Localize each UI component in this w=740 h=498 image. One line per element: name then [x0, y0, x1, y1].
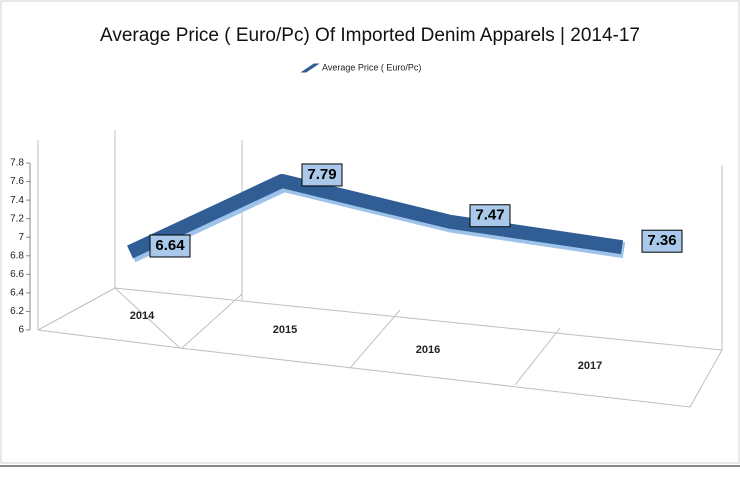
- data-label-text: 7.79: [307, 166, 336, 183]
- data-label-text: 7.47: [475, 207, 504, 224]
- data-label-box: [469, 204, 511, 228]
- x-tick-label: 2014: [130, 310, 155, 322]
- y-tick-label: 7.8: [10, 158, 24, 169]
- data-label-text: 7.36: [647, 232, 676, 249]
- chart-title: Average Price ( Euro/Pc) Of Imported Den…: [100, 25, 640, 46]
- y-tick-label: 6.4: [10, 288, 24, 299]
- data-label: 7.36: [641, 229, 683, 253]
- data-label-box: [301, 163, 343, 187]
- x-tick-label: 2015: [273, 324, 297, 336]
- y-tick-label: 6.2: [10, 306, 24, 317]
- y-tick-label: 7.2: [10, 213, 24, 224]
- y-tick-label: 6: [18, 325, 24, 336]
- ribbon: [127, 173, 624, 259]
- data-label: 7.47: [469, 204, 511, 228]
- data-label-text: 6.64: [155, 237, 185, 254]
- x-tick-label: 2017: [578, 360, 602, 372]
- y-tick-label: 7.6: [10, 176, 24, 187]
- data-label-box: [641, 229, 683, 253]
- data-label: 7.79: [301, 163, 343, 187]
- legend-swatch: [300, 63, 320, 73]
- y-tick-label: 6.6: [10, 269, 24, 280]
- legend-label: Average Price ( Euro/Pc): [322, 62, 421, 72]
- y-tick-label: 6.8: [10, 250, 24, 261]
- x-tick-label: 2016: [416, 344, 440, 356]
- y-tick-label: 7.4: [10, 195, 24, 206]
- data-label: 6.64: [149, 234, 191, 258]
- y-tick-label: 7: [18, 232, 24, 243]
- data-label-box: [149, 234, 191, 258]
- plot-walls: [37, 130, 723, 408]
